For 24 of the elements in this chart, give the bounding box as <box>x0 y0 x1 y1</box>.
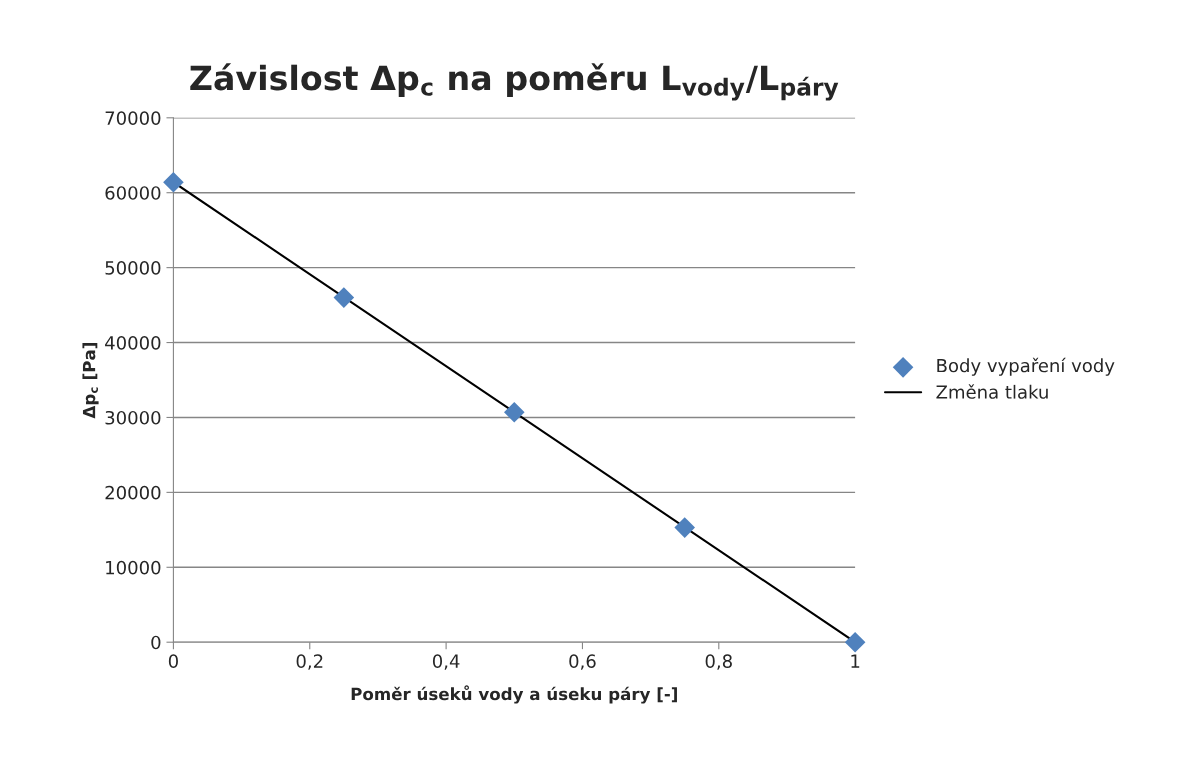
legend-label: Body vypaření vody <box>937 357 1115 376</box>
x-tick-label: 0 <box>168 654 178 668</box>
y-tick-label: 50000 <box>105 261 161 275</box>
x-tick-label: 0,4 <box>432 654 460 670</box>
x-tick-label: 1 <box>851 654 860 668</box>
y-tick-label: 70000 <box>105 111 161 125</box>
x-tick-label: 0,6 <box>569 654 596 670</box>
point <box>844 631 866 653</box>
y-tick-label: 60000 <box>105 186 161 200</box>
x-tick-label: 0,2 <box>296 654 323 670</box>
point <box>333 287 355 308</box>
x-tick-label: 0,8 <box>705 654 732 670</box>
y-tick-label: 40000 <box>105 336 161 350</box>
x-axis-title: Poměr úseků vody a úseku páry [-] <box>351 685 677 704</box>
chart-title: Závislost Δp$_{c}$ na poměru L$_{vody}$/L$_{páry}$ <box>190 63 839 101</box>
y-tick-label: 10000 <box>106 560 161 575</box>
y-tick-label: 20000 <box>105 485 161 500</box>
y-tick-label: 0 <box>151 635 161 650</box>
point <box>163 171 184 193</box>
point <box>674 517 696 538</box>
y-axis-title: Δp$_{c}$ [Pa] <box>82 343 99 419</box>
y-tick-label: 30000 <box>105 410 161 425</box>
point <box>503 401 525 423</box>
legend-label: Změna tlaku <box>936 384 1048 399</box>
